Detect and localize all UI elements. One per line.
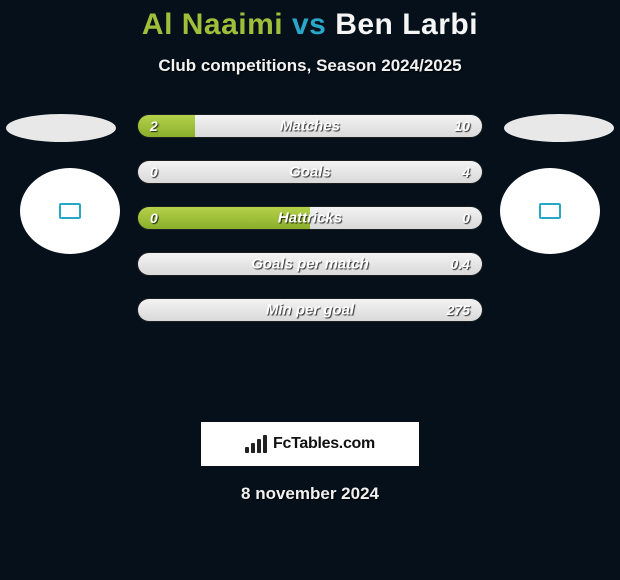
- club-mark-icon: [539, 203, 561, 219]
- stat-value-right: 10: [454, 118, 470, 134]
- subtitle: Club competitions, Season 2024/2025: [0, 56, 620, 76]
- stat-value-left: 0: [150, 210, 158, 226]
- player2-name: Ben Larbi: [335, 8, 478, 41]
- stat-value-right: 0.4: [451, 256, 470, 272]
- player2-club-logo: [500, 168, 600, 254]
- fctables-icon: [245, 435, 267, 453]
- stat-label: Hattricks: [278, 210, 342, 227]
- stat-bar: 275 Min per goal: [137, 298, 483, 322]
- comparison-panel: 2 10 Matches 0 4 Goals 0 0 Hattricks 0.4 Goals per…: [0, 114, 620, 414]
- date-label: 8 november 2024: [0, 484, 620, 504]
- stat-label: Min per goal: [266, 302, 354, 319]
- stat-bar: 0 4 Goals: [137, 160, 483, 184]
- stat-bar: 2 10 Matches: [137, 114, 483, 138]
- branding-box: FcTables.com: [201, 422, 419, 466]
- stat-value-right: 275: [447, 302, 470, 318]
- player2-avatar: [504, 114, 614, 142]
- vs-separator: vs: [292, 8, 326, 41]
- comparison-title: Al Naaimi vs Ben Larbi: [0, 8, 620, 42]
- stat-label: Goals per match: [251, 256, 369, 273]
- stat-label: Matches: [280, 118, 340, 135]
- stat-value-left: 0: [150, 164, 158, 180]
- bar-fill-left: [138, 115, 195, 137]
- stat-label: Goals: [289, 164, 331, 181]
- stat-value-left: 2: [150, 118, 158, 134]
- stat-value-right: 4: [462, 164, 470, 180]
- stat-bar: 0.4 Goals per match: [137, 252, 483, 276]
- stats-bars: 2 10 Matches 0 4 Goals 0 0 Hattricks 0.4 Goals per…: [137, 114, 483, 344]
- player1-club-logo: [20, 168, 120, 254]
- stat-value-right: 0: [462, 210, 470, 226]
- club-mark-icon: [59, 203, 81, 219]
- player1-name: Al Naaimi: [142, 8, 283, 41]
- player1-avatar: [6, 114, 116, 142]
- stat-bar: 0 0 Hattricks: [137, 206, 483, 230]
- branding-text: FcTables.com: [273, 435, 375, 453]
